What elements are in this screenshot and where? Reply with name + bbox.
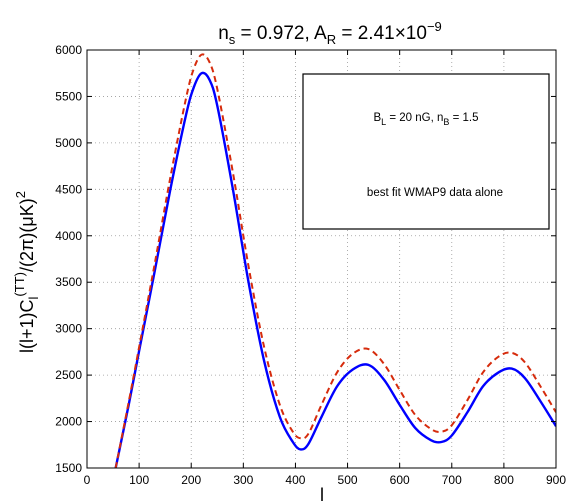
y-tick-label: 2500 (55, 368, 82, 382)
y-axis-label: l(l+1)Cl(TT)/(2π)(μK)2 (12, 191, 41, 353)
series-layer (114, 53, 556, 468)
legend-line-2: best fit WMAP9 data alone (367, 187, 503, 199)
legend-line-1: BL = 20 nG, nB = 1.5 (373, 112, 478, 127)
x-tick-label: 300 (233, 473, 253, 487)
x-axis-label: l (320, 485, 324, 504)
y-tick-label: 3000 (55, 322, 82, 336)
chart-title: ns = 0.972, AR = 2.41×10−9 (218, 19, 442, 47)
grid (87, 50, 556, 468)
x-tick-label: 700 (442, 473, 462, 487)
y-tick-label: 5000 (55, 136, 82, 150)
legend-box (302, 73, 550, 230)
ticks: 0 100 200 300 400 500 600 700 800 900 1500 2000 2500… (55, 43, 566, 487)
x-tick-label: 900 (546, 473, 566, 487)
y-tick-label: 2000 (55, 415, 82, 429)
x-tick-label: 400 (285, 473, 305, 487)
x-tick-label: 800 (494, 473, 514, 487)
x-tick-label: 500 (338, 473, 358, 487)
series-dashed-line (114, 53, 556, 468)
y-tick-label: 3500 (55, 275, 82, 289)
y-tick-label: 4000 (55, 229, 82, 243)
x-tick-label: 0 (84, 473, 91, 487)
axes-box (86, 49, 557, 469)
y-tick-label: 6000 (55, 43, 82, 57)
y-tick-label: 5500 (55, 89, 82, 103)
x-tick-label: 600 (390, 473, 410, 487)
x-tick-label: 200 (181, 473, 201, 487)
y-tick-label: 1500 (55, 461, 82, 475)
legend: BL = 20 nG, nB = 1.5 best fit WMAP9 data… (302, 73, 550, 230)
y-tick-label: 4500 (55, 182, 82, 196)
x-tick-label: 100 (129, 473, 149, 487)
series-solid-line (114, 71, 556, 468)
